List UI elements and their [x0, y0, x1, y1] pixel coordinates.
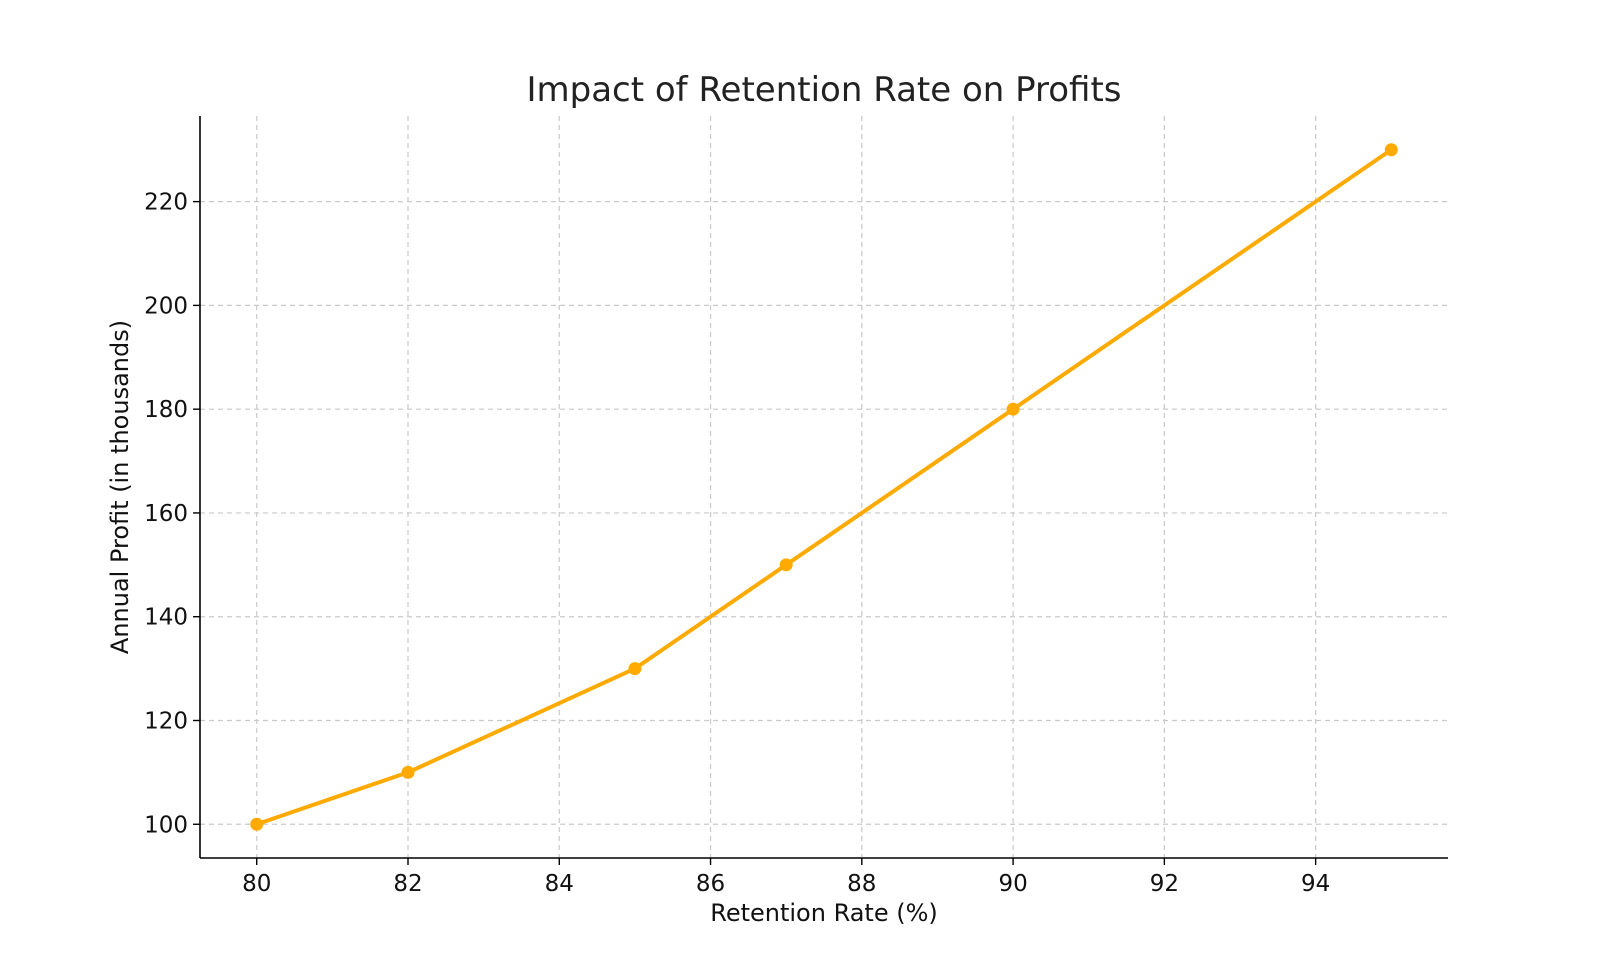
chart-title: Impact of Retention Rate on Profits: [526, 70, 1121, 110]
axes: [199, 116, 1448, 859]
y-tick-label: 140: [144, 605, 188, 631]
x-tick-label: 92: [1150, 871, 1179, 897]
ticks: 80 82 84 86 88 90 92 94 100 120 140 160 180 200 220: [144, 190, 1330, 897]
data-point[interactable]: [1384, 143, 1398, 157]
x-tick-label: 94: [1301, 871, 1330, 897]
data-point[interactable]: [628, 662, 642, 676]
y-tick-label: 200: [144, 293, 188, 319]
y-tick-label: 220: [144, 190, 188, 216]
x-axis-label: Retention Rate (%): [710, 899, 938, 927]
x-tick-label: 80: [242, 871, 271, 897]
x-tick-label: 86: [696, 871, 725, 897]
series: [250, 143, 1398, 831]
x-tick-label: 82: [393, 871, 422, 897]
grid: [200, 116, 1448, 858]
x-tick-label: 88: [847, 871, 876, 897]
y-tick-label: 100: [144, 812, 188, 838]
data-point[interactable]: [250, 817, 264, 831]
y-tick-label: 160: [144, 501, 188, 527]
x-tick-label: 84: [545, 871, 574, 897]
y-tick-label: 180: [144, 397, 188, 423]
data-point[interactable]: [1006, 402, 1020, 416]
data-point[interactable]: [779, 558, 793, 572]
y-tick-label: 120: [144, 708, 188, 734]
series-line: [254, 147, 1394, 827]
data-point[interactable]: [401, 765, 415, 779]
y-axis-label: Annual Profit (in thousands): [106, 320, 134, 654]
x-tick-label: 90: [998, 871, 1027, 897]
